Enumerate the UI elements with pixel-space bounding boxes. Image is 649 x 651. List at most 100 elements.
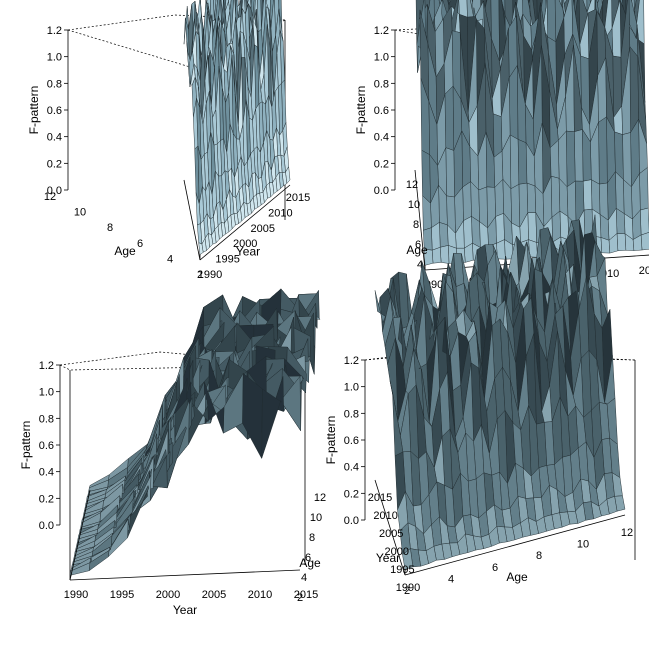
z-tick-label: 0.6 [47,105,62,117]
z-tick-label: 0.4 [47,132,62,144]
z-tick-label: 0.8 [47,78,62,90]
year-tick-label: 2000 [156,589,180,601]
surface-mesh [69,288,321,576]
age-tick-label: 6 [492,562,498,574]
z-tick-label: 1.0 [344,382,359,394]
z-tick-label: 1.2 [374,25,389,37]
year-axis: 1990 1995 2000 2005 2010 2015 Year [368,492,420,594]
panel-bottom-left: 0.0 0.2 0.4 0.6 0.8 1.0 1.2 F-pattern 2 4 6 8 10 12 Ag… [19,288,326,617]
year-tick-label: 1995 [215,254,239,266]
age-tick-label: 6 [415,239,421,251]
z-tick-label: 1.0 [47,52,62,64]
surface-facet [546,0,557,43]
z-tick-label: 0.8 [39,413,54,425]
surface-facet [582,179,593,211]
age-tick-label: 4 [301,572,307,584]
surface-facet [423,248,434,266]
year-tick-label: 2010 [268,207,292,219]
year-tick-label: 2005 [379,528,403,540]
surface-facet [462,181,472,221]
z-tick-label: 0.8 [344,408,359,420]
z-axis: 0.0 0.2 0.4 0.6 0.8 1.0 1.2 F-pattern [354,25,395,197]
box-base-edge-year [199,184,291,261]
year-tick-label: 1995 [110,589,134,601]
z-axis: 0.0 0.2 0.4 0.6 0.8 1.0 1.2 F-pattern [324,355,365,527]
z-tick-label: 0.0 [374,185,389,197]
box-top-left-edge [59,364,71,371]
z-tick-label: 1.2 [39,360,54,372]
z-tick-label: 0.2 [39,493,54,505]
z-tick-label: 0.6 [39,440,54,452]
age-tick-label: 4 [448,573,454,585]
z-axis-label: F-pattern [27,86,41,135]
age-axis-label: Age [406,243,428,257]
surface-facet [517,139,528,185]
surface-facet [640,207,649,236]
surface-facet [478,186,488,229]
year-axis-label: Year [173,603,197,617]
surface-facet [574,129,584,182]
z-tick-label: 0.2 [374,158,389,170]
z-tick-label: 0.8 [374,78,389,90]
surface-facet [527,212,537,243]
age-tick-label: 4 [417,259,423,271]
surface-facet [421,149,431,204]
z-axis-label: F-pattern [19,421,33,470]
box-top-left-edge [67,29,201,71]
year-tick-label: 2010 [373,510,397,522]
surface-facet [439,245,450,264]
surface-facet [496,239,506,260]
surface-mesh [183,0,291,256]
surface-facet [431,221,441,251]
surface-facet [558,130,568,188]
year-axis: 1990 1995 2000 2005 2010 2015 Year [64,589,318,617]
surface-facet [431,246,442,264]
z-tick-label: 0.2 [47,158,62,170]
age-axis: 2 4 6 8 10 12 Age [44,191,203,281]
box-base-edge-year [69,489,91,581]
surface-facet [598,116,608,185]
surface-facet [566,130,576,188]
box-base-edge-age [69,569,301,581]
age-tick-label: 10 [74,207,86,219]
z-axis: 0.0 0.2 0.4 0.6 0.8 1.0 1.2 F-pattern [19,360,60,532]
surface-facet [550,175,561,218]
year-tick-label: 1990 [64,589,88,601]
age-axis-label: Age [299,556,321,570]
surface-mesh [374,214,626,570]
surface-facet [261,388,283,459]
surface-facet [639,167,649,211]
year-tick-label: 2000 [385,546,409,558]
age-tick-label: 12 [314,492,326,504]
z-axis-label: F-pattern [324,416,338,465]
age-tick-label: 6 [305,552,311,564]
year-tick-label: 1990 [198,269,222,281]
year-tick-label: 2000 [233,238,257,250]
z-tick-label: 0.4 [374,132,389,144]
surface-facet [439,222,449,248]
surface-facet [402,548,414,570]
surface-facet [492,113,503,158]
year-tick-label: 1990 [396,582,420,594]
z-tick-label: 1.2 [47,25,62,37]
year-tick-label: 2005 [202,589,226,601]
age-tick-label: 2 [297,592,303,604]
surface-facet [526,182,537,213]
age-tick-label: 2 [404,585,410,597]
age-tick-label: 12 [44,191,56,203]
surface-facet [495,212,505,244]
age-tick-label: 2 [197,269,203,281]
surface-facet [622,132,632,188]
surface-facet [463,216,473,249]
year-tick-label: 2005 [251,223,275,235]
box-base-edge-age [414,169,426,271]
year-axis: 1990 1995 2000 2005 2010 2015 Year [198,192,310,281]
z-tick-label: 1.0 [39,387,54,399]
age-tick-label: 10 [310,512,322,524]
age-tick-label: 6 [137,238,143,250]
age-tick-label: 12 [621,527,633,539]
panel-top-right: 0.00.20.40.60.81.01.2F-pattern24681012Ag… [354,0,649,300]
surface-facet [69,562,91,576]
z-tick-label: 0.6 [344,435,359,447]
year-tick-label: 2015 [294,589,318,601]
